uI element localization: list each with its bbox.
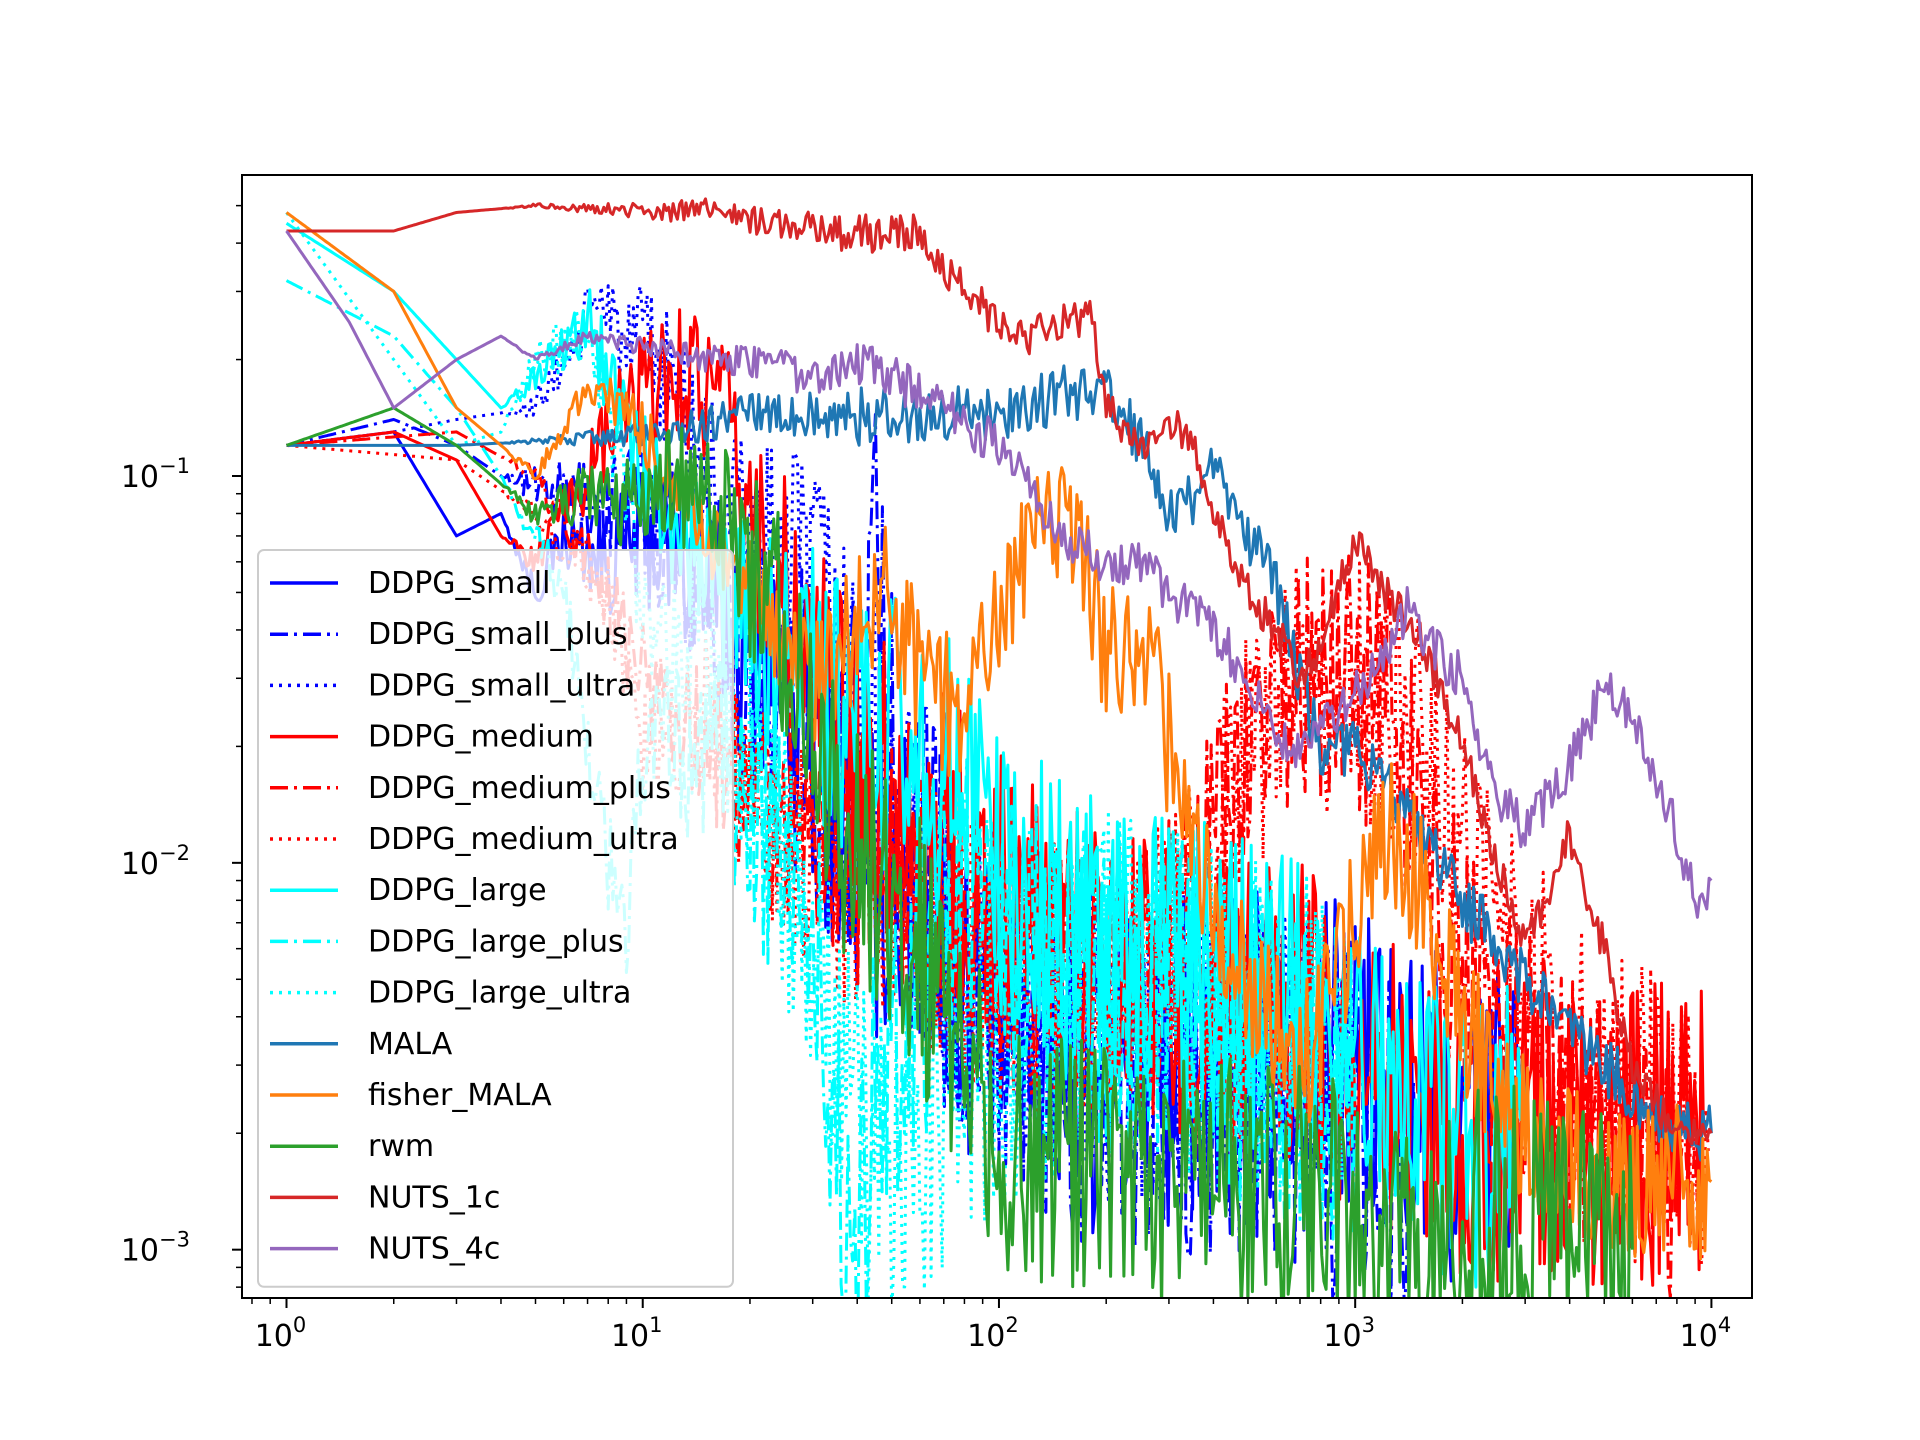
legend-label-ddpg-medium-plus: DDPG_medium_plus	[368, 771, 671, 806]
legend-label-nuts-4c: NUTS_4c	[368, 1232, 500, 1267]
series-line-ddpg-large	[285, 222, 1527, 1289]
legend: DDPG_small DDPG_small_plus DDPG_small_ultr…	[257, 549, 734, 1288]
series-line-fisher-mala	[285, 211, 1713, 1261]
series-line-ddpg-large-ultra	[285, 211, 1357, 1298]
x-tick-label: 101	[611, 1313, 663, 1354]
series-line-ddpg-large-plus	[285, 279, 1357, 1298]
x-tick-label: 104	[1680, 1313, 1732, 1354]
legend-label-nuts-1c: NUTS_1c	[368, 1180, 500, 1215]
legend-label-ddpg-medium: DDPG_medium	[368, 720, 594, 755]
y-tick-label: 10−2	[121, 841, 190, 882]
x-axis: 100 101 102 103 104	[251, 1298, 1732, 1354]
legend-label-fisher-mala: fisher_MALA	[368, 1078, 552, 1113]
legend-label-ddpg-large-plus: DDPG_large_plus	[368, 924, 624, 959]
plot-lines	[285, 197, 1713, 1298]
legend-label-ddpg-medium-ultra: DDPG_medium_ultra	[368, 822, 679, 857]
series-line-nuts-4c	[285, 230, 1713, 919]
legend-label-ddpg-small-ultra: DDPG_small_ultra	[368, 668, 635, 703]
y-tick-label: 10−3	[121, 1228, 190, 1269]
legend-label-ddpg-small-plus: DDPG_small_plus	[368, 617, 627, 652]
legend-label-rwm: rwm	[368, 1129, 434, 1164]
series-line-nuts-1c	[286, 197, 1713, 1146]
x-tick-label: 103	[1323, 1313, 1375, 1354]
legend-box	[257, 549, 734, 1288]
legend-label-ddpg-large-ultra: DDPG_large_ultra	[368, 976, 631, 1011]
axes-frame	[241, 174, 1753, 1299]
series-line-mala	[286, 364, 1713, 1162]
y-tick-label: 10−1	[121, 454, 190, 495]
series-line-ddpg-small-ultra	[286, 284, 1323, 1212]
legend-label-mala: MALA	[368, 1027, 453, 1062]
x-tick-label: 102	[967, 1313, 1019, 1354]
series-line-rwm	[285, 406, 1634, 1298]
series-line-ddpg-medium-plus	[286, 430, 1705, 1298]
legend-label-ddpg-small: DDPG_small	[368, 566, 550, 601]
legend-label-ddpg-large: DDPG_large	[368, 873, 547, 908]
y-axis: 10−3 10−2 10−1	[121, 204, 242, 1288]
x-tick-label: 100	[255, 1313, 307, 1354]
